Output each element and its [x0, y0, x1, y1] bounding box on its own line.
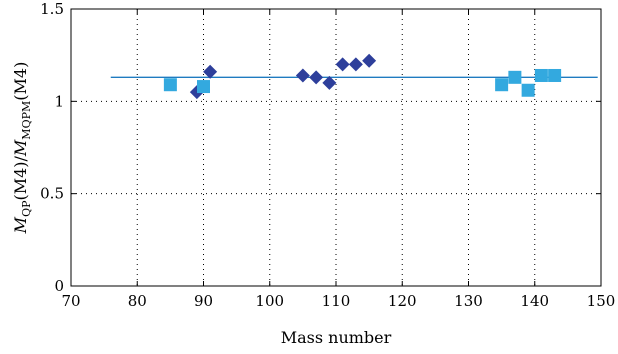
diamond-point [349, 57, 363, 71]
y-label-m1: M [11, 216, 30, 234]
y-label-sub1: QP [20, 200, 33, 217]
x-tick-label: 120 [388, 292, 417, 310]
x-tick-label: 70 [61, 292, 80, 310]
data-points [164, 54, 561, 99]
square-point [522, 84, 535, 97]
diamond-point [296, 68, 310, 82]
x-tick-label: 110 [322, 292, 351, 310]
y-tick-label: 1.5 [40, 0, 64, 18]
x-tick-label: 150 [587, 292, 616, 310]
y-label-mid: (M4)/ [11, 155, 30, 200]
y-label-tail: (M4) [11, 62, 30, 101]
diamond-point [336, 57, 350, 71]
y-tick-label: 1 [54, 92, 64, 110]
square-point [535, 69, 548, 82]
x-tick-labels: 70 80 90 100 110 120 130 140 150 [61, 292, 615, 310]
diamond-point [309, 70, 323, 84]
square-point [495, 78, 508, 91]
square-point [164, 78, 177, 91]
square-point [508, 71, 521, 84]
y-tick-label: 0 [54, 277, 64, 295]
y-tick-label: 0.5 [40, 185, 64, 203]
square-point [197, 80, 210, 93]
y-tick-labels: 0 0.5 1 1.5 [40, 0, 64, 295]
square-point [548, 69, 561, 82]
x-tick-label: 130 [454, 292, 483, 310]
x-tick-label: 140 [520, 292, 549, 310]
x-tick-label: 80 [128, 292, 147, 310]
x-tick-label: 100 [255, 292, 284, 310]
x-tick-label: 90 [194, 292, 213, 310]
diamond-point [362, 54, 376, 68]
y-label-m2: M [11, 139, 30, 157]
y-axis-label: MQP(M4)/MMQPM(M4) [11, 62, 33, 235]
x-axis-label: Mass number [281, 328, 392, 347]
y-label-sub2: MQPM [20, 101, 33, 140]
grid-lines [71, 9, 601, 286]
